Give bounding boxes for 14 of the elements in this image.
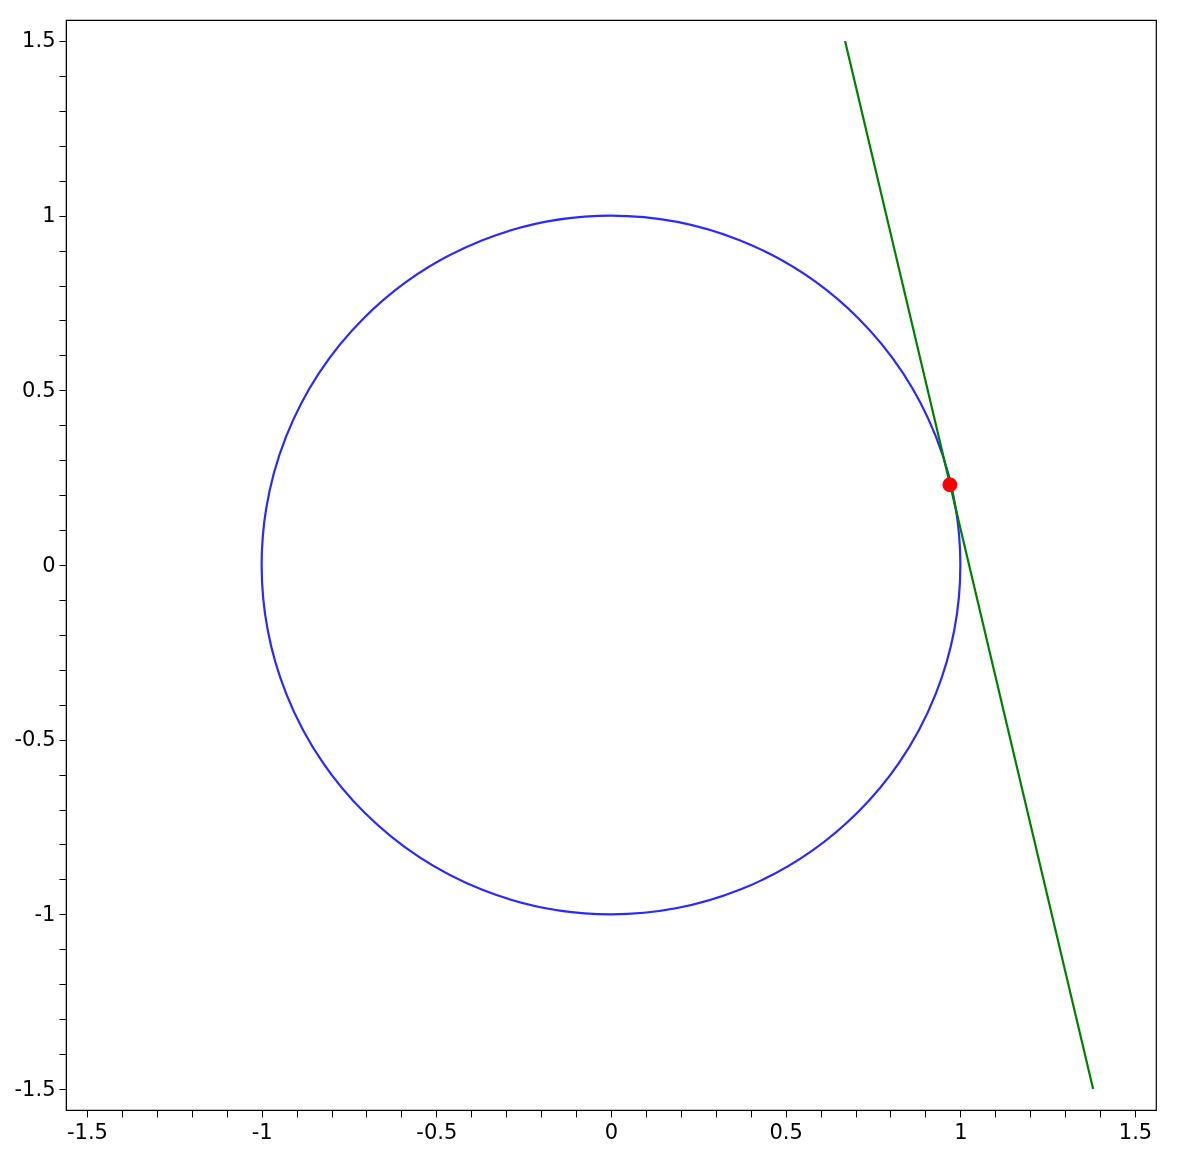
x-tick-label: 0 xyxy=(604,1119,619,1144)
y-tick-label: 1.5 xyxy=(22,28,56,53)
y-tick-label: -0.5 xyxy=(14,727,56,752)
y-tick-label: -1 xyxy=(34,901,56,926)
y-tick-label: 0.5 xyxy=(22,377,56,402)
x-tick-label: 0.5 xyxy=(769,1119,803,1144)
y-tick-label: 1 xyxy=(42,203,56,228)
x-tick-label: -0.5 xyxy=(416,1119,458,1144)
y-tick-label: 0 xyxy=(42,552,56,577)
x-tick-label: 1 xyxy=(954,1119,968,1144)
x-tick-label: 1.5 xyxy=(1118,1119,1153,1144)
x-tick-label: -1 xyxy=(251,1119,273,1144)
x-tick-label: -1.5 xyxy=(66,1119,108,1144)
y-tick-label: -1.5 xyxy=(14,1076,56,1101)
